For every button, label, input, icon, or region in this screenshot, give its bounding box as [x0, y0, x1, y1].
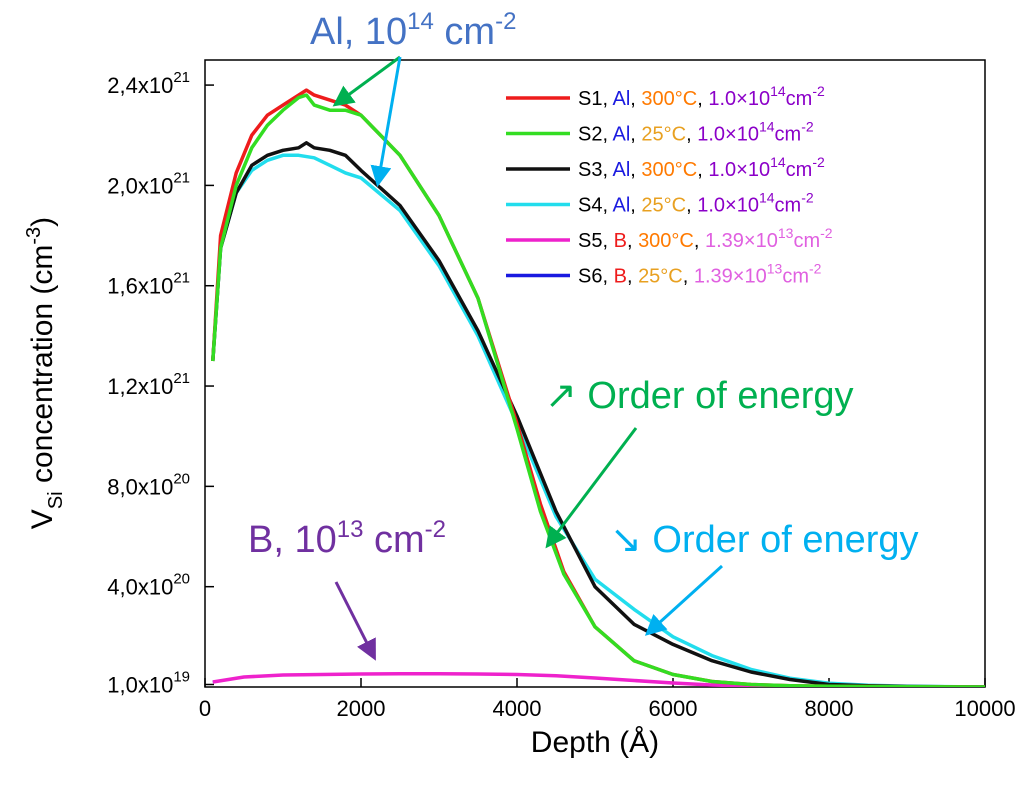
legend-label: S1, Al, 300°C, 1.0×1014cm-2	[578, 83, 825, 110]
svg-text:↘ Order of energy: ↘ Order of energy	[610, 519, 919, 561]
arrow-al-to-s1	[332, 55, 401, 107]
x-tick-label: 2000	[337, 696, 386, 721]
arrow-order-down	[644, 564, 724, 636]
plot-frame	[204, 59, 986, 688]
x-tick-label: 10000	[954, 696, 1015, 721]
legend-label: S6, B, 25°C, 1.39×1013cm-2	[578, 261, 822, 288]
y-tick-label: 4,0x1020	[107, 571, 190, 600]
legend-entry-s4: S4, Al, 25°C, 1.0×1014cm-2	[506, 190, 814, 217]
svg-text:↗ Order of energy: ↗ Order of energy	[545, 375, 854, 417]
legend-entry-s1: S1, Al, 300°C, 1.0×1014cm-2	[506, 83, 825, 110]
series-layer	[211, 88, 985, 687]
svg-text:Al, 1014 cm-2: Al, 1014 cm-2	[310, 8, 516, 53]
y-tick-label: 2,0x1021	[107, 169, 190, 198]
y-axis-title: VSi concentration (cm-3)	[23, 217, 67, 529]
arrow-al-to-s4	[370, 56, 402, 188]
y-tick-label: 2,4x1021	[107, 69, 190, 98]
y-axis: 1,0x1019 4,0x1020 8,0x1020 1,2x1021 1,6x1021…	[107, 69, 214, 697]
annotation-b: B, 1013 cm-2	[248, 516, 446, 661]
legend-entry-s6: S6, B, 25°C, 1.39×1013cm-2	[506, 261, 822, 288]
legend-entry-s3: S3, Al, 300°C, 1.0×1014cm-2	[506, 154, 825, 181]
series-line-s3	[211, 141, 985, 687]
y-tick-label: 8,0x1020	[107, 470, 190, 499]
legend-entry-s2: S2, Al, 25°C, 1.0×1014cm-2	[506, 119, 814, 146]
legend: S1, Al, 300°C, 1.0×1014cm-2 S2, Al, 25°C,…	[506, 83, 833, 288]
legend-label: S3, Al, 300°C, 1.0×1014cm-2	[578, 154, 825, 181]
x-tick-label: 0	[199, 696, 211, 721]
legend-label: S5, B, 300°C, 1.39×1013cm-2	[578, 225, 833, 252]
legend-label: S2, Al, 25°C, 1.0×1014cm-2	[578, 119, 814, 146]
svg-text:B, 1013 cm-2: B, 1013 cm-2	[248, 516, 446, 561]
annotation-order-up: ↗ Order of energy	[545, 375, 854, 549]
y-tick-label: 1,0x1019	[107, 668, 190, 697]
y-tick-label: 1,2x1021	[107, 370, 190, 399]
x-tick-label: 4000	[493, 696, 542, 721]
x-axis: 0 2000 4000 6000 8000 10000	[199, 678, 1016, 721]
annotation-al: Al, 1014 cm-2	[310, 8, 516, 188]
x-tick-label: 6000	[649, 696, 698, 721]
y-tick-label: 1,6x1021	[107, 270, 190, 299]
legend-entry-s5: S5, B, 300°C, 1.39×1013cm-2	[506, 225, 833, 252]
arrow-b-to-s5	[334, 581, 376, 661]
legend-label: S4, Al, 25°C, 1.0×1014cm-2	[578, 190, 814, 217]
x-axis-title: Depth (Å)	[531, 726, 659, 759]
series-line-s2	[211, 93, 985, 687]
arrow-order-up	[545, 427, 638, 549]
x-tick-label: 8000	[805, 696, 854, 721]
annotation-order-down: ↘ Order of energy	[610, 519, 919, 636]
